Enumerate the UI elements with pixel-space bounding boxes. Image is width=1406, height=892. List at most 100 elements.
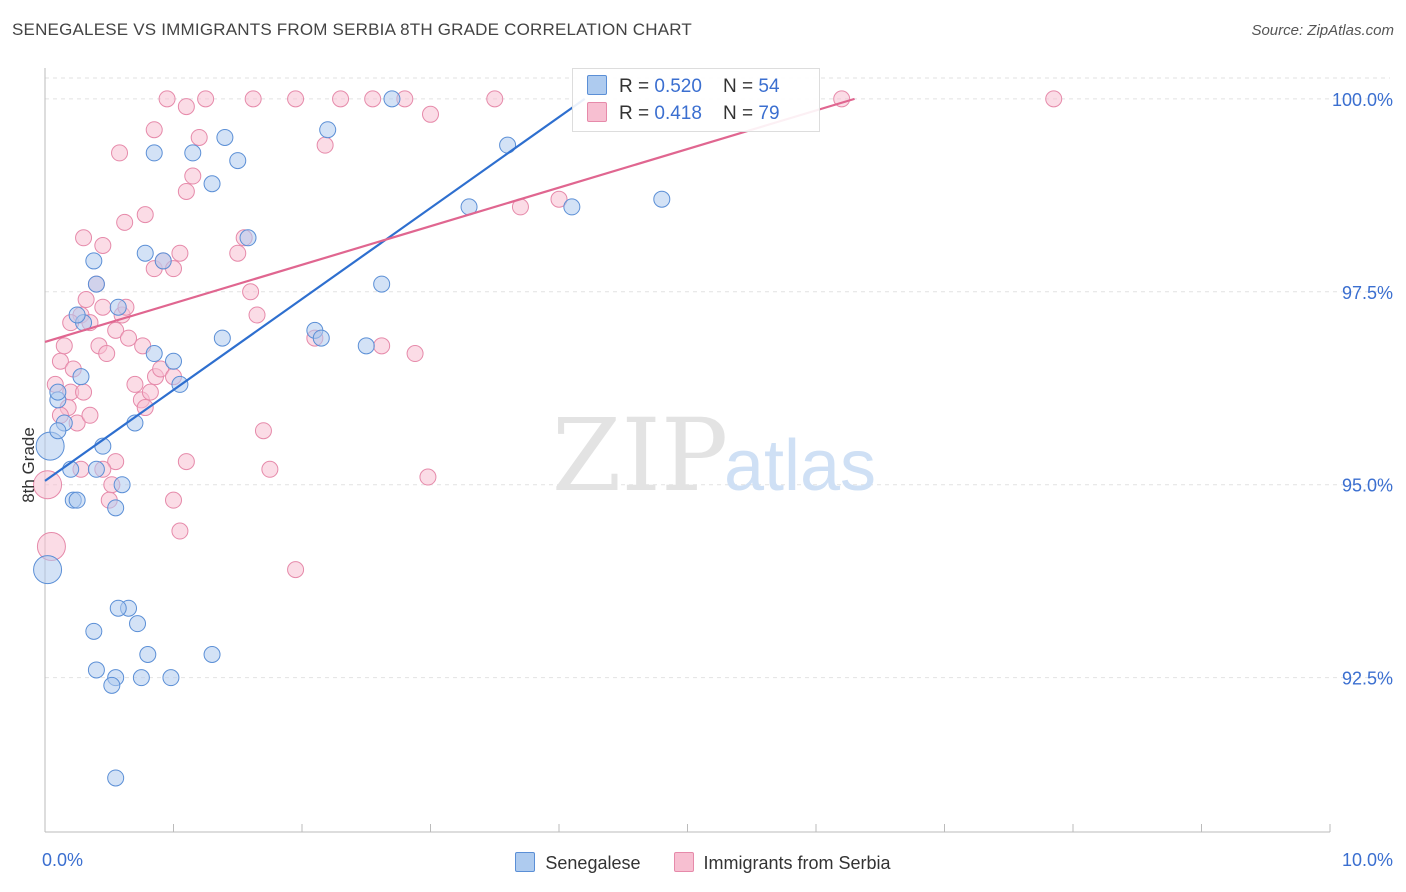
data-point xyxy=(287,561,305,579)
data-point xyxy=(109,599,127,617)
bottom-legend: Senegalese Immigrants from Serbia xyxy=(0,852,1406,874)
trendline-senegalese xyxy=(44,97,586,482)
data-point xyxy=(373,275,391,293)
data-point xyxy=(357,337,375,355)
x-tick-label-max: 10.0% xyxy=(1342,850,1393,870)
data-point xyxy=(229,152,247,170)
data-point xyxy=(184,167,202,185)
data-point xyxy=(216,128,234,146)
watermark-atlas: atlas xyxy=(724,426,876,506)
data-point xyxy=(33,555,63,585)
data-point xyxy=(154,252,172,270)
data-point xyxy=(364,90,382,108)
bottom-legend-senegalese: Senegalese xyxy=(515,852,641,874)
data-point xyxy=(68,306,86,324)
data-point xyxy=(85,252,103,270)
legend-n-value-blue: 54 xyxy=(758,76,780,97)
data-point xyxy=(85,622,103,640)
data-point xyxy=(113,476,131,494)
data-point xyxy=(87,460,105,478)
legend-n-value-pink: 79 xyxy=(758,103,780,124)
data-point xyxy=(287,90,305,108)
data-point xyxy=(261,460,279,478)
y-tick-label: 95.0% xyxy=(1342,476,1393,496)
data-point xyxy=(107,499,125,517)
data-point xyxy=(653,190,671,208)
data-point xyxy=(177,182,195,200)
data-point xyxy=(94,236,112,254)
data-point xyxy=(406,345,424,363)
data-point xyxy=(213,329,231,347)
data-point xyxy=(87,275,105,293)
legend-r-value-pink: 0.418 xyxy=(654,103,702,124)
data-point xyxy=(203,175,221,193)
watermark-zip: ZIP xyxy=(552,397,728,514)
data-point xyxy=(177,453,195,471)
data-point xyxy=(136,244,154,262)
data-point xyxy=(177,98,195,116)
swatch-pink xyxy=(673,852,694,872)
data-point xyxy=(139,646,157,664)
data-point xyxy=(550,190,568,208)
data-point xyxy=(116,213,134,231)
y-tick-label: 92.5% xyxy=(1342,669,1393,689)
data-point xyxy=(312,329,330,347)
data-point xyxy=(129,615,147,633)
y-axis-label: 8th Grade xyxy=(19,427,38,503)
data-point xyxy=(239,229,257,247)
data-point xyxy=(77,291,95,309)
data-point xyxy=(254,422,272,440)
legend-n-label: N = xyxy=(723,103,759,124)
legend-swatch-pink xyxy=(587,102,607,122)
y-tick-label: 97.5% xyxy=(1342,283,1393,303)
data-point xyxy=(87,661,105,679)
data-point xyxy=(75,383,93,401)
data-point xyxy=(319,121,337,139)
source-label: Source: ZipAtlas.com xyxy=(1251,22,1394,39)
bottom-legend-serbia: Immigrants from Serbia xyxy=(673,852,891,874)
data-point xyxy=(422,105,439,123)
data-point xyxy=(107,769,125,787)
y-tick-label: 100.0% xyxy=(1332,90,1393,110)
blue-series xyxy=(33,90,671,787)
data-point xyxy=(383,90,401,108)
data-point xyxy=(98,345,116,363)
data-point xyxy=(132,669,150,687)
data-point xyxy=(94,298,112,316)
data-point xyxy=(81,406,99,424)
data-point xyxy=(248,306,266,324)
data-point xyxy=(1045,90,1063,108)
legend-n-label: N = xyxy=(723,76,759,97)
trendline-serbia xyxy=(44,97,855,344)
data-point xyxy=(419,468,437,486)
data-point xyxy=(145,144,163,162)
data-point xyxy=(126,375,144,393)
data-point xyxy=(111,144,129,162)
data-point xyxy=(68,491,86,509)
data-point xyxy=(316,136,334,154)
data-point xyxy=(103,676,121,694)
grid-lines xyxy=(45,77,1390,679)
bottom-legend-label: Immigrants from Serbia xyxy=(703,853,891,873)
data-point xyxy=(165,491,182,509)
data-point xyxy=(203,646,221,664)
x-tick-label-min: 0.0% xyxy=(42,850,83,870)
chart-title: SENEGALESE VS IMMIGRANTS FROM SERBIA 8TH… xyxy=(12,20,693,39)
data-point xyxy=(145,121,163,139)
data-point xyxy=(136,206,154,224)
data-point xyxy=(242,283,260,301)
data-point xyxy=(244,90,262,108)
data-point xyxy=(72,368,90,386)
data-point xyxy=(373,337,391,355)
data-point xyxy=(486,90,504,108)
legend-r-value-blue: 0.520 xyxy=(654,76,702,97)
data-point xyxy=(107,453,125,471)
data-point xyxy=(55,337,73,355)
legend-row-blue: R = 0.520 N = 54 xyxy=(587,75,780,98)
data-point xyxy=(162,669,180,687)
data-point xyxy=(229,244,247,262)
legend-swatch-blue xyxy=(587,75,607,95)
swatch-blue xyxy=(515,852,536,872)
legend-box: R = 0.520 N = 54 R = 0.418 N = 79 xyxy=(572,68,820,132)
